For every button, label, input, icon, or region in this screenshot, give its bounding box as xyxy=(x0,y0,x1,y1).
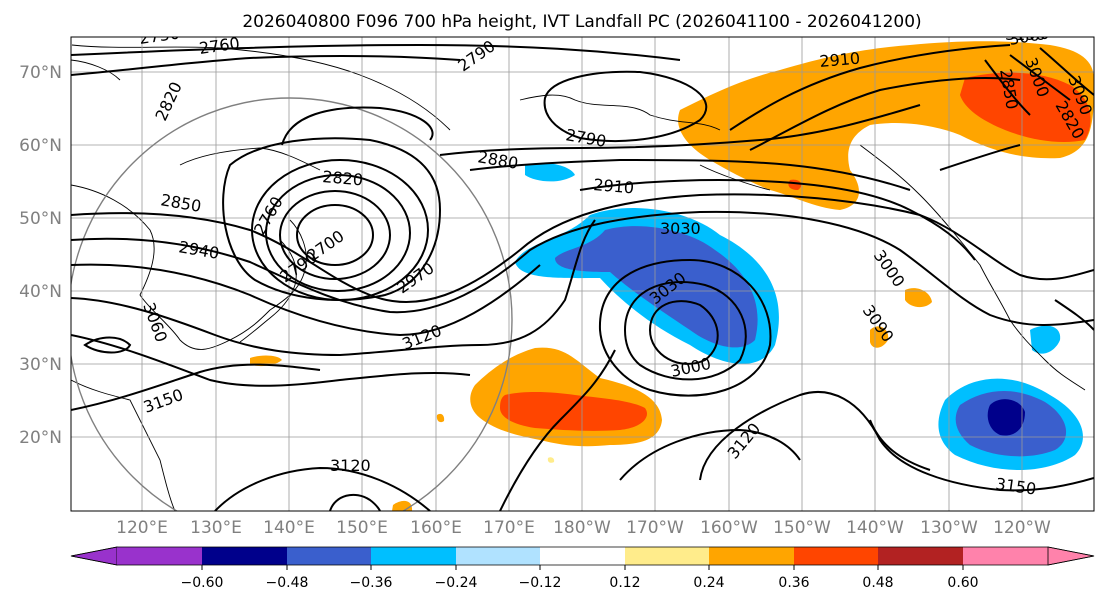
colorbar-segment xyxy=(117,547,202,565)
colorbar-extend-min xyxy=(70,546,118,566)
colorbar-segment xyxy=(794,547,878,565)
colorbar-segment xyxy=(878,547,963,565)
lon-label: 180°W xyxy=(553,518,611,538)
colorbar-ticks xyxy=(201,565,964,570)
colorbar-tick-label: −0.36 xyxy=(350,575,393,591)
contour-label: 3030 xyxy=(660,219,701,238)
lon-label: 120°W xyxy=(993,518,1051,538)
lon-label: 150°E xyxy=(336,518,388,538)
lon-label: 130°W xyxy=(920,518,978,538)
colorbar-segment xyxy=(456,547,540,565)
colorbar-tick-label: −0.12 xyxy=(519,575,562,591)
height-contours xyxy=(71,43,1094,511)
contour-label: 2820 xyxy=(322,167,364,189)
lat-label: 30°N xyxy=(19,355,62,375)
lat-label: 20°N xyxy=(19,428,62,448)
colorbar-tick-label: 0.12 xyxy=(609,575,640,591)
colorbar-segment xyxy=(287,547,371,565)
lat-label: 70°N xyxy=(19,63,62,83)
colorbar-segment xyxy=(371,547,456,565)
contour-label: 2910 xyxy=(819,49,861,71)
colorbar-tick-label: 0.48 xyxy=(862,575,893,591)
colorbar-tick-label: 0.60 xyxy=(947,575,978,591)
lon-label: 160°W xyxy=(700,518,758,538)
colorbar-segment xyxy=(963,547,1048,565)
contour-label: 3120 xyxy=(330,456,371,475)
colorbar-segment xyxy=(709,547,794,565)
contour-label: 3060 xyxy=(1007,23,1050,49)
longitude-labels: 120°E 130°E 140°E 150°E 160°E 170°E 180°… xyxy=(116,518,1051,538)
colorbar-tick-labels: −0.60 −0.48 −0.36 −0.24 −0.12 0.12 0.24 … xyxy=(181,575,979,591)
lon-label: 170°W xyxy=(626,518,684,538)
lat-label: 60°N xyxy=(19,136,62,156)
contour-label: 3150 xyxy=(1005,25,1046,44)
colorbar-tick-label: −0.60 xyxy=(181,575,224,591)
lat-label: 40°N xyxy=(19,282,62,302)
contour-label: 2730 xyxy=(138,23,181,47)
lon-label: 140°W xyxy=(846,518,904,538)
lon-label: 120°E xyxy=(116,518,168,538)
colorbar-tick-label: −0.24 xyxy=(435,575,478,591)
colorbar-segment xyxy=(202,547,287,565)
colorbar-tick-label: −0.48 xyxy=(266,575,309,591)
lon-label: 160°E xyxy=(410,518,462,538)
map-title: 2026040800 F096 700 hPa height, IVT Land… xyxy=(242,12,921,32)
colorbar-segment xyxy=(625,547,709,565)
lon-label: 150°W xyxy=(773,518,831,538)
lon-label: 140°E xyxy=(263,518,315,538)
contour-label: 2910 xyxy=(593,175,635,197)
colorbar-outline xyxy=(70,546,1095,566)
latitude-labels: 70°N 60°N 50°N 40°N 30°N 20°N xyxy=(19,63,62,448)
range-circle xyxy=(71,97,513,511)
colorbar-tick-label: 0.24 xyxy=(693,575,724,591)
colorbar-extend-max xyxy=(1047,546,1095,566)
colorbar-tick-label: 0.36 xyxy=(778,575,809,591)
lon-label: 170°E xyxy=(483,518,535,538)
colorbar-segment xyxy=(540,547,625,565)
lat-label: 50°N xyxy=(19,209,62,229)
ivt-positive-shading xyxy=(250,41,1094,511)
contour-label: 2760 xyxy=(198,33,241,57)
lon-label: 130°E xyxy=(190,518,242,538)
lat-lon-grid xyxy=(71,37,1094,511)
map-frame xyxy=(70,36,1095,512)
colorbar xyxy=(70,546,1095,566)
